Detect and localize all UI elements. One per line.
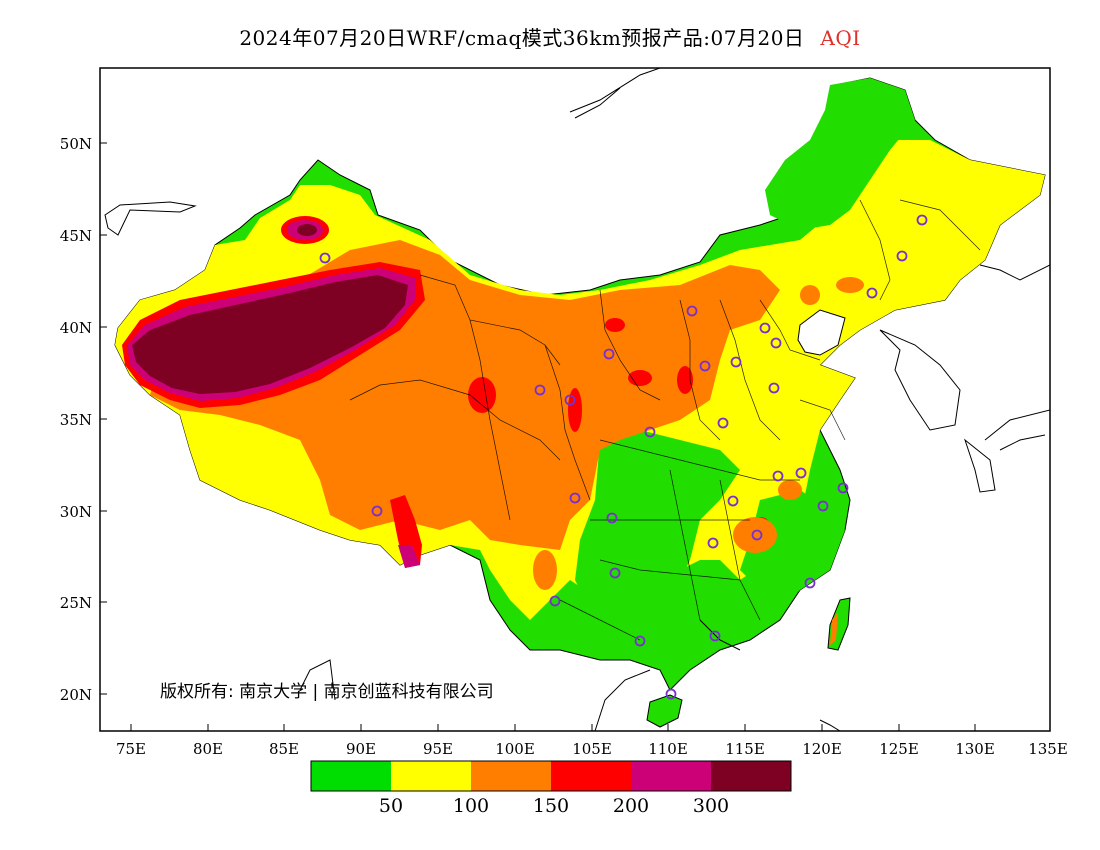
station-marker xyxy=(564,394,576,406)
station-marker xyxy=(751,529,763,541)
patch-yunnan xyxy=(533,550,557,590)
station-marker xyxy=(727,495,739,507)
station-marker xyxy=(772,470,784,482)
map-title-main: 2024年07月20日WRF/cmaq模式36km预报产品:07月20日 xyxy=(239,26,805,50)
station-marker xyxy=(896,250,908,262)
hotspot-sichuan xyxy=(568,388,582,432)
x-tick-label: 95E xyxy=(423,740,453,758)
station-marker xyxy=(837,482,849,494)
x-tick-label: 75E xyxy=(116,740,146,758)
y-axis: 50N 45N 40N 35N 30N 25N 20N xyxy=(60,135,107,704)
legend-threshold-label: 50 xyxy=(379,795,403,817)
station-marker xyxy=(644,426,656,438)
x-tick-label: 80E xyxy=(193,740,223,758)
station-marker xyxy=(699,360,711,372)
y-tick-label: 45N xyxy=(60,227,92,245)
map-title-variable: AQI xyxy=(820,26,861,50)
legend-swatch xyxy=(311,761,391,791)
station-marker xyxy=(804,577,816,589)
x-tick-label: 110E xyxy=(648,740,688,758)
legend-frame xyxy=(310,760,792,792)
legend-swatch xyxy=(391,761,471,791)
island-taiwan-west xyxy=(830,612,838,645)
legend-threshold-label: 300 xyxy=(693,795,729,817)
station-marker xyxy=(319,252,331,264)
station-marker xyxy=(916,214,928,226)
x-tick-label: 135E xyxy=(1028,740,1068,758)
y-tick-label: 40N xyxy=(60,319,92,337)
copyright-text: 版权所有: 南京大学 | 南京创蓝科技有限公司 xyxy=(160,682,494,702)
y-tick-label: 35N xyxy=(60,411,92,429)
x-axis: 75E 80E 85E 90E 95E 100E 105E 110E 115E … xyxy=(116,724,1068,758)
hotspot-qinghai xyxy=(468,377,496,413)
station-marker xyxy=(609,567,621,579)
station-marker xyxy=(768,382,780,394)
legend-swatch xyxy=(631,761,711,791)
station-marker xyxy=(817,500,829,512)
station-marker xyxy=(665,688,677,700)
province-boundaries xyxy=(349,199,981,641)
legend-swatch xyxy=(471,761,551,791)
x-tick-label: 130E xyxy=(955,740,995,758)
hotspot-shaanxi xyxy=(628,370,652,386)
station-marker xyxy=(795,467,807,479)
hotspot-ningxia xyxy=(605,318,625,332)
y-tick-label: 50N xyxy=(60,135,92,153)
x-tick-label: 120E xyxy=(802,740,842,758)
station-marker xyxy=(569,492,581,504)
patch-anhui xyxy=(778,480,802,500)
y-tick-label: 30N xyxy=(60,503,92,521)
station-markers xyxy=(319,214,928,700)
station-marker xyxy=(371,505,383,517)
aqi-field: 版权所有: 南京大学 | 南京创蓝科技有限公司 xyxy=(104,68,1050,731)
station-marker xyxy=(549,595,561,607)
station-marker xyxy=(709,630,721,642)
region-good-south xyxy=(575,430,740,630)
legend-swatch xyxy=(711,761,791,791)
color-legend: 50 100 150 200 300 xyxy=(310,760,792,817)
legend-threshold-label: 100 xyxy=(453,795,489,817)
x-tick-label: 115E xyxy=(725,740,765,758)
station-marker xyxy=(686,305,698,317)
patch-jiangxi xyxy=(733,517,777,553)
station-marker xyxy=(634,635,646,647)
x-tick-label: 100E xyxy=(495,740,535,758)
legend-swatch xyxy=(551,761,631,791)
region-good-northeast xyxy=(765,78,915,230)
station-marker xyxy=(866,287,878,299)
patch-liaoning xyxy=(836,277,864,293)
station-marker xyxy=(759,322,771,334)
patch-hebei xyxy=(800,285,820,305)
station-marker xyxy=(717,417,729,429)
neighbor-coastlines xyxy=(104,68,1050,731)
hotspot-north-xinjiang-core xyxy=(297,224,317,236)
station-marker xyxy=(730,356,742,368)
station-marker xyxy=(707,537,719,549)
station-marker xyxy=(770,337,782,349)
legend-threshold-label: 150 xyxy=(533,795,569,817)
hotspot-tibet-south xyxy=(390,495,422,568)
station-marker xyxy=(606,512,618,524)
hotspot-tibet-south-core xyxy=(398,545,420,568)
hotspot-shanxi xyxy=(677,366,693,394)
y-tick-label: 20N xyxy=(60,686,92,704)
x-tick-label: 85E xyxy=(269,740,299,758)
bohai-sea xyxy=(797,309,846,356)
station-marker xyxy=(603,348,615,360)
x-tick-label: 90E xyxy=(346,740,376,758)
y-tick-label: 25N xyxy=(60,594,92,612)
map-title: 2024年07月20日WRF/cmaq模式36km预报产品:07月20日 AQI xyxy=(0,22,1100,51)
legend-threshold-label: 200 xyxy=(613,795,649,817)
plot-frame xyxy=(99,67,1051,732)
region-hazardous xyxy=(132,275,408,394)
station-marker xyxy=(534,384,546,396)
x-tick-label: 125E xyxy=(879,740,919,758)
x-tick-label: 105E xyxy=(572,740,612,758)
island-hainan xyxy=(646,694,683,728)
